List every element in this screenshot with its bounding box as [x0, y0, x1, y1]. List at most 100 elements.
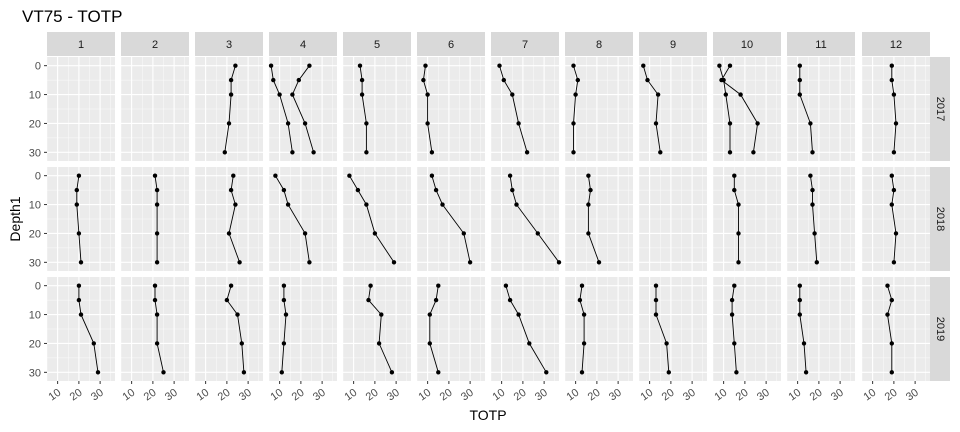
column-strip	[269, 32, 337, 56]
data-point	[233, 202, 238, 207]
data-point	[645, 77, 650, 83]
x-tick-label: 10	[416, 387, 433, 404]
data-point	[889, 370, 894, 375]
column-strip	[195, 32, 263, 56]
data-point	[228, 92, 234, 97]
data-point	[889, 63, 894, 68]
data-point	[797, 312, 802, 317]
column-strip	[639, 32, 707, 56]
data-point	[664, 341, 669, 346]
data-point	[797, 297, 802, 303]
data-point	[497, 63, 502, 68]
y-tick-label: 20	[29, 338, 41, 350]
data-point	[359, 92, 365, 97]
data-point	[579, 370, 585, 375]
column-strip	[565, 32, 633, 56]
column-strip-label: 4	[300, 39, 306, 51]
data-point	[429, 173, 435, 178]
x-tick-label: 10	[638, 387, 655, 404]
data-point	[732, 283, 737, 288]
data-point	[152, 173, 158, 178]
y-tick-label: 30	[29, 367, 41, 379]
data-point	[271, 77, 276, 83]
data-point	[893, 231, 899, 236]
data-point	[423, 63, 428, 68]
data-point	[653, 312, 659, 317]
data-point	[889, 341, 894, 346]
y-tick-label: 0	[35, 171, 41, 183]
data-point	[154, 341, 160, 346]
data-point	[803, 370, 809, 375]
y-axis-title: Depth1	[7, 196, 23, 241]
data-point	[268, 63, 274, 68]
x-tick-label: 20	[586, 387, 603, 404]
column-strip	[121, 32, 189, 56]
data-point	[573, 92, 578, 97]
data-point	[893, 121, 899, 126]
y-tick-label: 0	[35, 61, 41, 73]
data-point	[577, 297, 583, 303]
data-point	[581, 312, 587, 317]
data-point	[285, 121, 291, 126]
data-point	[74, 202, 80, 207]
data-point	[379, 312, 384, 317]
column-strip	[417, 32, 485, 56]
data-point	[586, 202, 591, 207]
data-point	[368, 283, 373, 288]
data-point	[751, 150, 756, 155]
column-strip-label: 5	[374, 39, 380, 51]
data-point	[391, 260, 397, 265]
data-point	[729, 312, 735, 317]
column-strip-label: 1	[78, 39, 84, 51]
data-point	[507, 297, 513, 303]
data-point	[655, 92, 661, 97]
x-tick-label: 30	[385, 387, 402, 404]
data-point	[729, 297, 735, 303]
data-point	[596, 260, 602, 265]
data-point	[364, 121, 369, 126]
data-point	[222, 150, 227, 155]
data-point	[376, 341, 382, 346]
x-tick-label: 20	[438, 387, 455, 404]
data-point	[279, 370, 284, 375]
data-point	[78, 260, 84, 265]
data-point	[307, 63, 312, 68]
data-point	[281, 297, 287, 303]
y-tick-label: 10	[29, 90, 41, 102]
x-tick-label: 30	[829, 387, 846, 404]
data-point	[889, 297, 894, 303]
data-point	[235, 312, 240, 317]
data-point	[281, 187, 287, 193]
data-point	[231, 173, 236, 178]
data-point	[355, 187, 361, 193]
data-point	[814, 260, 819, 265]
row-strip	[930, 277, 950, 381]
data-point	[723, 92, 728, 97]
data-point	[359, 77, 365, 83]
data-point	[226, 121, 232, 126]
column-strip-label: 6	[448, 39, 454, 51]
column-strip	[343, 32, 411, 56]
data-point	[510, 187, 515, 193]
data-point	[154, 187, 160, 193]
x-tick-label: 30	[163, 387, 180, 404]
data-point	[273, 173, 278, 178]
data-point	[161, 370, 166, 375]
column-strip-label: 11	[815, 39, 826, 51]
data-point	[727, 121, 733, 126]
data-point	[302, 121, 308, 126]
data-point	[347, 173, 352, 178]
row-strip	[930, 57, 950, 161]
data-point	[810, 187, 815, 193]
chart-title: VT75 - TOTP	[22, 7, 122, 26]
column-strip	[491, 32, 559, 56]
column-strip-label: 10	[741, 39, 753, 51]
row-strip-label: 2019	[934, 317, 946, 341]
data-point	[588, 187, 593, 193]
x-tick-label: 20	[216, 387, 233, 404]
y-tick-label: 10	[29, 200, 41, 212]
data-point	[233, 63, 238, 68]
x-tick-label: 30	[681, 387, 698, 404]
y-tick-label: 10	[29, 310, 41, 322]
x-tick-label: 10	[46, 387, 63, 404]
